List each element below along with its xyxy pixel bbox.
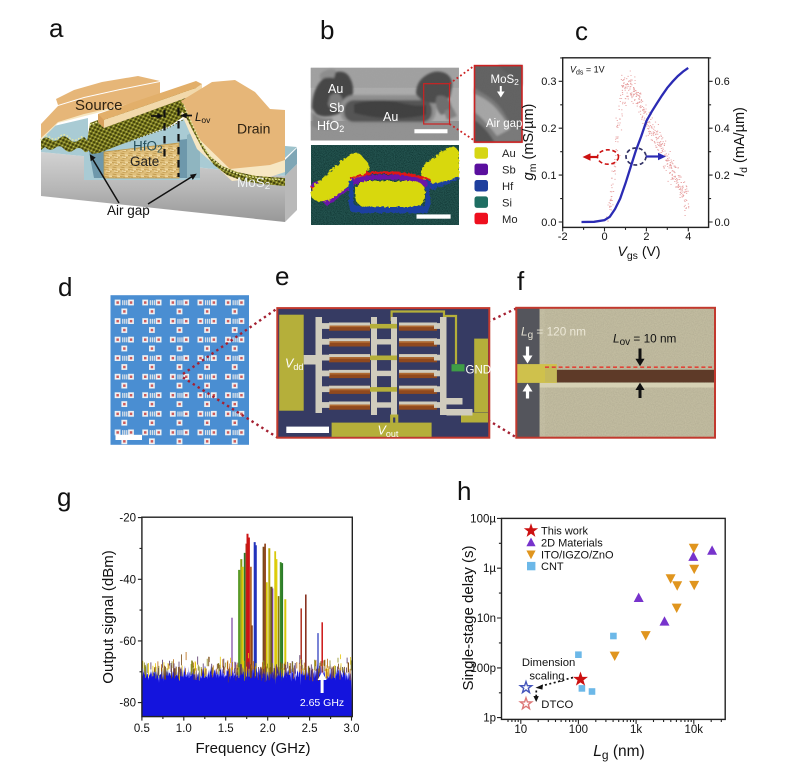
svg-text:Output signal (dBm): Output signal (dBm): [100, 550, 117, 683]
svg-text:Air gap: Air gap: [107, 203, 150, 218]
svg-text:DTCO: DTCO: [541, 699, 573, 711]
svg-text:-80: -80: [119, 698, 136, 710]
svg-text:Air gap: Air gap: [486, 118, 522, 130]
svg-text:Au: Au: [383, 110, 398, 124]
svg-text:Hf: Hf: [502, 181, 514, 193]
svg-text:Lov: Lov: [195, 112, 211, 125]
svg-text:Si: Si: [502, 197, 512, 209]
svg-text:Source: Source: [75, 97, 123, 114]
svg-text:1k: 1k: [630, 724, 642, 736]
svg-text:Lg (nm): Lg (nm): [593, 743, 644, 762]
svg-text:Vout: Vout: [378, 424, 399, 440]
svg-text:10n: 10n: [477, 613, 496, 625]
svg-text:0.0: 0.0: [715, 217, 730, 229]
svg-text:-20: -20: [119, 513, 136, 525]
svg-text:2: 2: [643, 231, 649, 243]
svg-text:Sb: Sb: [502, 165, 516, 177]
svg-text:CNT: CNT: [541, 561, 564, 573]
svg-text:2D Materials: 2D Materials: [541, 538, 603, 550]
svg-text:Sb: Sb: [329, 101, 344, 115]
svg-text:0.6: 0.6: [715, 76, 730, 88]
svg-text:2.5: 2.5: [302, 723, 318, 735]
svg-text:gm (mS/µm): gm (mS/µm): [521, 104, 539, 181]
svg-text:-40: -40: [119, 574, 136, 586]
svg-text:0.3: 0.3: [541, 76, 556, 88]
svg-text:HfO2: HfO2: [133, 139, 163, 156]
svg-text:This work: This work: [541, 526, 589, 538]
svg-text:1µ: 1µ: [483, 563, 496, 575]
svg-text:Lg = 120 nm: Lg = 120 nm: [521, 325, 586, 342]
svg-text:1p: 1p: [483, 713, 496, 725]
svg-text:scaling: scaling: [529, 671, 564, 683]
svg-text:Id (mA/µm): Id (mA/µm): [732, 107, 750, 177]
svg-text:2.0: 2.0: [260, 723, 276, 735]
svg-text:Single-stage delay (s): Single-stage delay (s): [460, 545, 477, 690]
svg-text:4: 4: [685, 231, 691, 243]
svg-text:2.65 GHz: 2.65 GHz: [300, 697, 344, 709]
svg-text:Au: Au: [502, 148, 516, 160]
svg-text:Dimension: Dimension: [522, 657, 575, 669]
svg-text:0.1: 0.1: [541, 170, 556, 182]
svg-text:Mo: Mo: [502, 214, 518, 226]
svg-text:MoS2: MoS2: [237, 175, 271, 192]
svg-text:HfO2: HfO2: [317, 119, 344, 134]
svg-text:Vds = 1V: Vds = 1V: [570, 65, 605, 77]
svg-text:Frequency (GHz): Frequency (GHz): [195, 740, 310, 757]
svg-text:-2: -2: [558, 231, 568, 243]
svg-text:1.0: 1.0: [176, 723, 192, 735]
svg-text:3.0: 3.0: [344, 723, 360, 735]
svg-text:Drain: Drain: [237, 121, 270, 137]
svg-text:Au: Au: [328, 82, 343, 96]
svg-text:MoS2: MoS2: [491, 74, 520, 87]
svg-text:-60: -60: [119, 636, 136, 648]
svg-text:ITO/IGZO/ZnO: ITO/IGZO/ZnO: [541, 549, 614, 561]
svg-text:0.2: 0.2: [541, 123, 556, 135]
svg-text:0.5: 0.5: [134, 723, 150, 735]
svg-text:100p: 100p: [470, 663, 496, 675]
svg-text:0.2: 0.2: [715, 170, 730, 182]
svg-text:100µ: 100µ: [470, 513, 496, 525]
svg-text:10: 10: [514, 724, 527, 736]
svg-text:Vdd: Vdd: [285, 357, 303, 373]
svg-text:0: 0: [601, 231, 607, 243]
svg-text:0.4: 0.4: [715, 123, 730, 135]
svg-text:GND: GND: [466, 365, 492, 377]
svg-text:0.0: 0.0: [541, 217, 556, 229]
svg-text:Lov = 10 nm: Lov = 10 nm: [613, 332, 677, 349]
svg-text:10k: 10k: [685, 724, 704, 736]
svg-text:1.5: 1.5: [218, 723, 234, 735]
svg-text:100: 100: [569, 724, 588, 736]
svg-text:Vgs (V): Vgs (V): [618, 243, 661, 262]
svg-text:Gate: Gate: [130, 154, 159, 169]
